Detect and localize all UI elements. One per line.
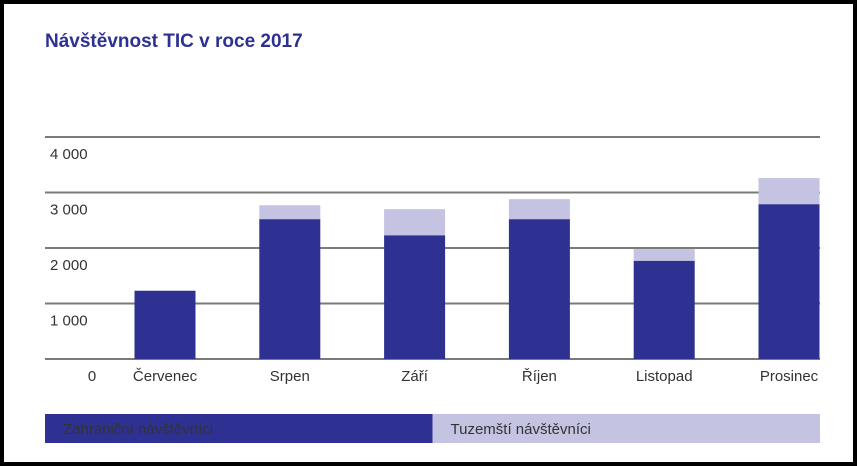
y-tick-label: 1 000 (50, 312, 88, 329)
y-tick-label: 0 (88, 368, 96, 385)
bar-segment (633, 249, 695, 261)
legend-swatch (45, 414, 433, 443)
y-tick-label: 2 000 (50, 257, 88, 274)
y-tick-label: 3 000 (50, 201, 88, 218)
legend-label: Zahraniční návštěvníci (63, 421, 213, 438)
bar-segment (384, 209, 446, 236)
x-tick-label: Červenec (133, 368, 198, 385)
legend-label: Tuzemští návštěvníci (451, 421, 591, 438)
chart-title: Návštěvnost TIC v roce 2017 (45, 31, 303, 52)
bars (134, 178, 820, 359)
x-tick-label: Říjen (522, 368, 557, 385)
x-tick-label: Prosinec (760, 368, 819, 385)
bar-segment (259, 205, 321, 220)
labels: 0 1 000 2 000 3 000 4 000 Červenec Srpen Září Ří… (45, 146, 820, 443)
bar-segment (508, 199, 570, 220)
x-tick-label: Listopad (636, 368, 693, 385)
legend-swatch (432, 414, 820, 443)
bar-segment (758, 178, 820, 205)
bar-segment (259, 219, 321, 359)
y-tick-label: 4 000 (50, 146, 88, 163)
bar-segment (508, 219, 570, 359)
bar-segment (758, 204, 820, 359)
x-tick-label: Srpen (270, 368, 310, 385)
bar-segment (384, 235, 446, 359)
bar-segment (134, 290, 196, 359)
x-tick-label: Září (401, 368, 429, 385)
bar-segment (633, 260, 695, 359)
